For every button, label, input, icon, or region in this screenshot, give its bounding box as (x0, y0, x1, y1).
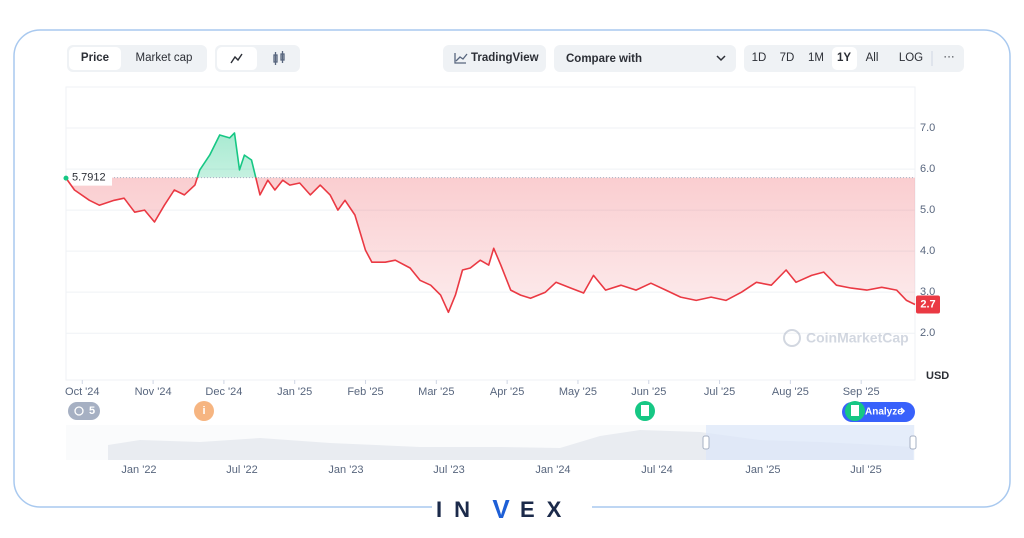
x-tick-label: Apr '25 (490, 386, 525, 398)
x-tick-label: Aug '25 (772, 386, 809, 398)
navigator-label: Jan '25 (745, 464, 780, 476)
navigator-selection[interactable] (706, 425, 914, 460)
x-tick-label: Sep '25 (843, 386, 880, 398)
x-tick-label: May '25 (559, 386, 597, 398)
baseline-label-bg (68, 169, 112, 186)
navigator-label: Jul '25 (850, 464, 881, 476)
navigator-label: Jul '24 (641, 464, 672, 476)
analyze-label[interactable]: Analyze (865, 407, 903, 418)
range-button[interactable]: LOG (899, 52, 923, 64)
info-marker[interactable] (194, 401, 214, 421)
y-tick-label: 6.0 (920, 163, 935, 175)
last-price-label: 2.7 (920, 298, 935, 310)
tv-icon (454, 53, 466, 64)
navigator-label: Jan '22 (121, 464, 156, 476)
y-tick-label: 5.0 (920, 204, 935, 216)
navigator-label: Jul '23 (433, 464, 464, 476)
event-badge[interactable] (68, 402, 100, 420)
y-unit: USD (926, 370, 949, 382)
brand-middle: V (492, 494, 510, 524)
range-button[interactable]: 7D (780, 52, 795, 64)
y-tick-label: 2.0 (920, 327, 935, 339)
brand-bg (432, 495, 592, 525)
tv-icon (455, 53, 468, 62)
tab[interactable]: Price (81, 52, 109, 64)
brand-right: EX (520, 497, 573, 522)
y-tick-label: 4.0 (920, 245, 935, 257)
brand-left: IN (436, 497, 482, 522)
navigator-label: Jan '23 (328, 464, 363, 476)
y-tick-label: 7.0 (920, 122, 935, 134)
line-icon (230, 53, 243, 64)
tab[interactable]: Market cap (136, 52, 193, 64)
watermark-group: CoinMarketCap (783, 329, 909, 347)
navigator-label: Jan '24 (535, 464, 570, 476)
x-tick-label: Nov '24 (135, 386, 172, 398)
x-tick-label: Oct '24 (65, 386, 100, 398)
last-price-bg (916, 295, 940, 314)
range-button[interactable]: 1Y (837, 52, 851, 64)
compare-dropdown[interactable] (554, 45, 736, 72)
x-tick-label: Jul '25 (704, 386, 735, 398)
x-tick-label: Feb '25 (347, 386, 383, 398)
range-active[interactable] (832, 47, 857, 70)
watermark: CoinMarketCap (806, 330, 909, 346)
doc-icon (641, 405, 649, 416)
x-tick-label: Mar '25 (418, 386, 454, 398)
x-tick-label: Jun '25 (631, 386, 666, 398)
tradingview-label[interactable]: TradingView (471, 52, 539, 64)
clock-icon (74, 406, 84, 416)
navigator-handle[interactable] (909, 435, 917, 450)
info-label[interactable]: i (202, 405, 205, 417)
chevron (716, 55, 726, 62)
navigator-handle[interactable] (702, 435, 710, 450)
x-tick-label: Jan '25 (277, 386, 312, 398)
candle-icon[interactable] (273, 51, 285, 65)
x-tick-label: Dec '24 (205, 386, 242, 398)
watermark-logo (783, 329, 801, 347)
range-button[interactable]: 1D (752, 52, 767, 64)
tradingview-button[interactable] (443, 45, 546, 72)
more-button[interactable]: ··· (943, 51, 955, 63)
start-dot (63, 175, 69, 181)
tab-active[interactable] (69, 47, 121, 70)
y-tick-label: 3.0 (920, 286, 935, 298)
baseline-label: 5.7912 (72, 172, 106, 184)
price-line (65, 132, 916, 314)
event-count[interactable]: 5 (89, 405, 95, 417)
analyze-chevron (900, 407, 906, 415)
doc-icon (851, 405, 859, 416)
compare-label[interactable]: Compare with (566, 53, 642, 65)
navigator-label: Jul '22 (226, 464, 257, 476)
range-button[interactable]: 1M (808, 52, 824, 64)
range-button[interactable]: All (866, 52, 879, 64)
